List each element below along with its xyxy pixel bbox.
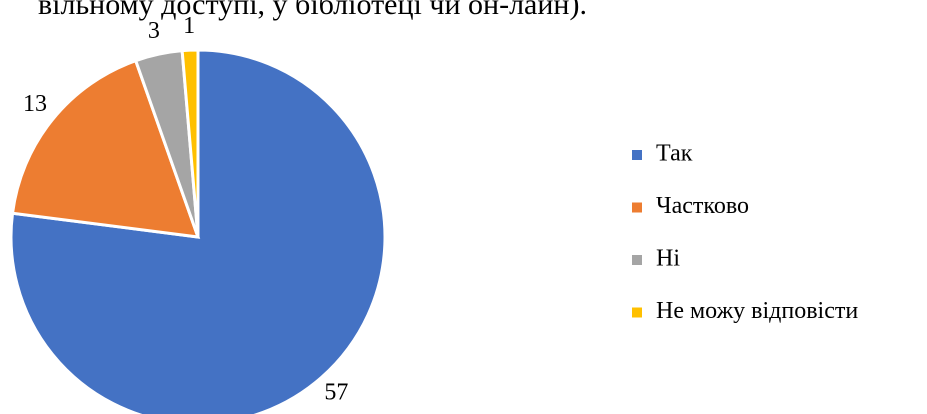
chart-title: вільному доступі, у бібліотеці чи он-лай… bbox=[38, 0, 587, 21]
legend-swatch bbox=[632, 202, 642, 213]
legend-swatch bbox=[632, 255, 642, 265]
legend-label: Частково bbox=[656, 193, 749, 219]
legend-swatch bbox=[632, 150, 642, 160]
legend-label: Не можу відповісти bbox=[656, 298, 858, 324]
pie-slice bbox=[180, 48, 200, 238]
legend-label: Ні bbox=[656, 246, 680, 272]
legend-label: Так bbox=[656, 141, 693, 167]
pie-slice bbox=[10, 58, 201, 239]
data-label: 1 bbox=[183, 13, 195, 39]
data-label: 3 bbox=[148, 18, 160, 44]
data-label: 13 bbox=[23, 91, 47, 117]
data-label: 57 bbox=[324, 380, 348, 406]
legend-swatch bbox=[632, 307, 642, 318]
